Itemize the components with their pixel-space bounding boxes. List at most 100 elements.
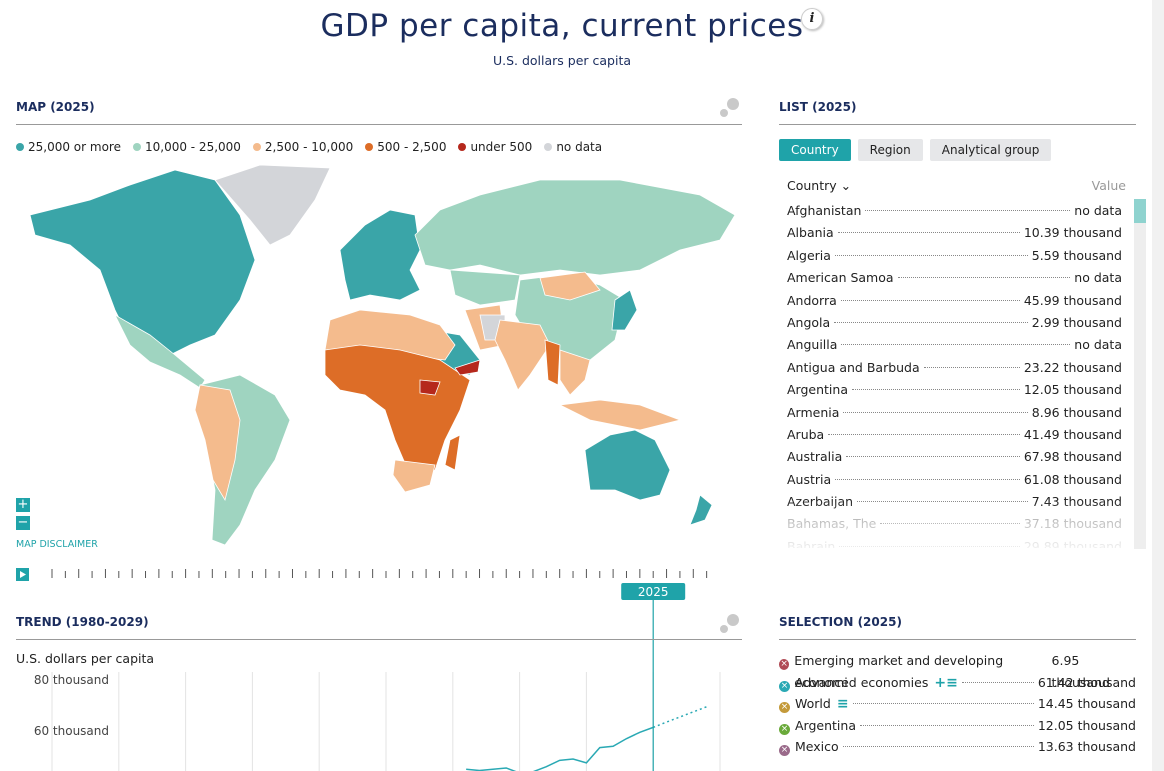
leader [852, 703, 1034, 704]
subtitle: U.S. dollars per capita [492, 53, 632, 68]
zoom-out[interactable]: − [16, 515, 30, 530]
world-map [29, 164, 736, 546]
region [29, 169, 256, 356]
list-row[interactable]: Angola 2.99 thousand [787, 312, 1122, 334]
country-name: Andorra [787, 292, 837, 308]
year-marker-label: 2025 [638, 585, 669, 599]
country-name: Antigua and Barbuda [787, 359, 920, 375]
country-name: Albania [787, 225, 834, 241]
settings-icon[interactable] [720, 98, 739, 117]
leader [961, 681, 1034, 683]
selection-icon[interactable]: +≡ [934, 674, 958, 691]
map-disclaimer[interactable]: MAP DISCLAIMER [16, 539, 98, 550]
leader [843, 411, 1028, 413]
region [414, 179, 736, 276]
region [539, 271, 601, 301]
country-name: Algeria [787, 247, 831, 263]
legend-label: under 500 [470, 140, 533, 154]
region [194, 384, 241, 502]
selection-name: Advanced economies [795, 674, 929, 690]
region [558, 399, 682, 431]
country-value: 12.05 thousand [1023, 382, 1122, 398]
legend-label: 2,500 - 10,000 [264, 140, 354, 154]
list-row[interactable]: Afghanistan no data [787, 200, 1122, 222]
list-row[interactable]: Andorra 45.99 thousand [787, 290, 1122, 312]
settings-icon[interactable] [720, 614, 739, 633]
country-name: Australia [787, 449, 843, 465]
list-row[interactable]: Anguilla no data [787, 334, 1122, 356]
scrollbar[interactable] [1134, 199, 1146, 549]
country-value: 23.22 thousand [1023, 359, 1122, 375]
list-row[interactable]: Antigua and Barbuda 23.22 thousand [787, 357, 1122, 379]
fade [787, 500, 1127, 548]
selection-name: Mexico [795, 739, 839, 754]
legend-swatch [365, 143, 374, 151]
selection-row: × Emerging market and developing economi 6… [779, 650, 1136, 690]
country-value: 41.49 thousand [1023, 426, 1122, 442]
leader [837, 232, 1020, 234]
list-row[interactable]: Algeria 5.59 thousand [787, 245, 1122, 267]
list-row[interactable]: Australia 67.98 thousand [787, 446, 1122, 468]
selection-row: × World ≡ 14.45 thousand [779, 693, 1136, 715]
trend-line [652, 706, 707, 729]
legend-swatch [458, 143, 467, 151]
region [419, 379, 441, 396]
country-name: Afghanistan [787, 203, 862, 218]
list-heading: LIST (2025) [779, 100, 857, 114]
y-tick-label: 80 thousand [34, 673, 109, 687]
scroll-thumb[interactable] [1134, 199, 1146, 223]
list-row[interactable]: American Samoa no data [787, 267, 1122, 289]
country-list: Afghanistan no data Albania 10.39 thousand A… [787, 200, 1122, 548]
selection-value: 13.63 thousand [1037, 739, 1136, 754]
selection-name: Argentina [795, 717, 856, 733]
legend-swatch [132, 143, 141, 151]
region [339, 209, 421, 301]
year-marker[interactable] [621, 583, 686, 600]
timeline[interactable] [51, 569, 708, 578]
country-value: no data [1074, 337, 1122, 353]
sort-icon: ⌄ [840, 178, 852, 193]
country-name: Aruba [787, 426, 825, 442]
list-row[interactable]: Argentina 12.05 thousand [787, 379, 1122, 401]
legend-item: 500 - 2,500 [365, 140, 446, 154]
page-scrollbar[interactable] [1152, 0, 1164, 771]
selection-icon[interactable]: ≡ [836, 696, 849, 712]
column-header[interactable]: Country ⌄ [787, 178, 851, 193]
country-value: 45.99 thousand [1023, 292, 1122, 308]
selection-value: 61.42 thousand [1037, 674, 1136, 690]
y-axis-label: U.S. dollars per capita [16, 651, 155, 666]
tab[interactable]: Region [857, 139, 923, 161]
selection-name: Emerging market and developing economi [794, 653, 1004, 690]
region [494, 319, 551, 391]
play-icon [20, 571, 26, 578]
list-row[interactable]: Austria 61.08 thousand [787, 469, 1122, 491]
info-button[interactable]: i [801, 8, 823, 30]
country-value: 2.99 thousand [1031, 314, 1122, 330]
trend-heading: TREND (1980-2029) [16, 615, 149, 629]
legend-item: under 500 [458, 140, 532, 154]
list-row[interactable]: Armenia 8.96 thousand [787, 402, 1122, 424]
list-row[interactable]: Aruba 41.49 thousand [787, 424, 1122, 446]
tab[interactable]: Analytical group [929, 139, 1052, 161]
remove-button[interactable]: × [779, 680, 790, 692]
column-value: Value [1091, 178, 1126, 193]
region [544, 339, 561, 386]
remove-button[interactable]: × [779, 702, 790, 713]
country-value: 67.98 thousand [1023, 449, 1122, 465]
list-row[interactable]: Albania 10.39 thousand [787, 222, 1122, 244]
remove-button[interactable]: × [779, 659, 790, 670]
legend-item: 2,500 - 10,000 [252, 140, 354, 154]
selection-list: × Emerging market and developing economi 6… [779, 650, 1136, 758]
tab[interactable]: Country [779, 139, 851, 161]
legend-label: 10,000 - 25,000 [144, 140, 241, 154]
remove-button[interactable]: × [779, 723, 790, 735]
country-value: 8.96 thousand [1031, 404, 1122, 420]
trend-line [466, 726, 654, 771]
selection-row: × Argentina 12.05 thousand [779, 715, 1136, 737]
y-tick-label: 60 thousand [34, 724, 109, 738]
legend-swatch [16, 143, 24, 151]
zoom-in[interactable]: + [16, 497, 30, 512]
selection-value: 6.95 thousand [1051, 653, 1110, 690]
remove-button[interactable]: × [779, 745, 790, 756]
